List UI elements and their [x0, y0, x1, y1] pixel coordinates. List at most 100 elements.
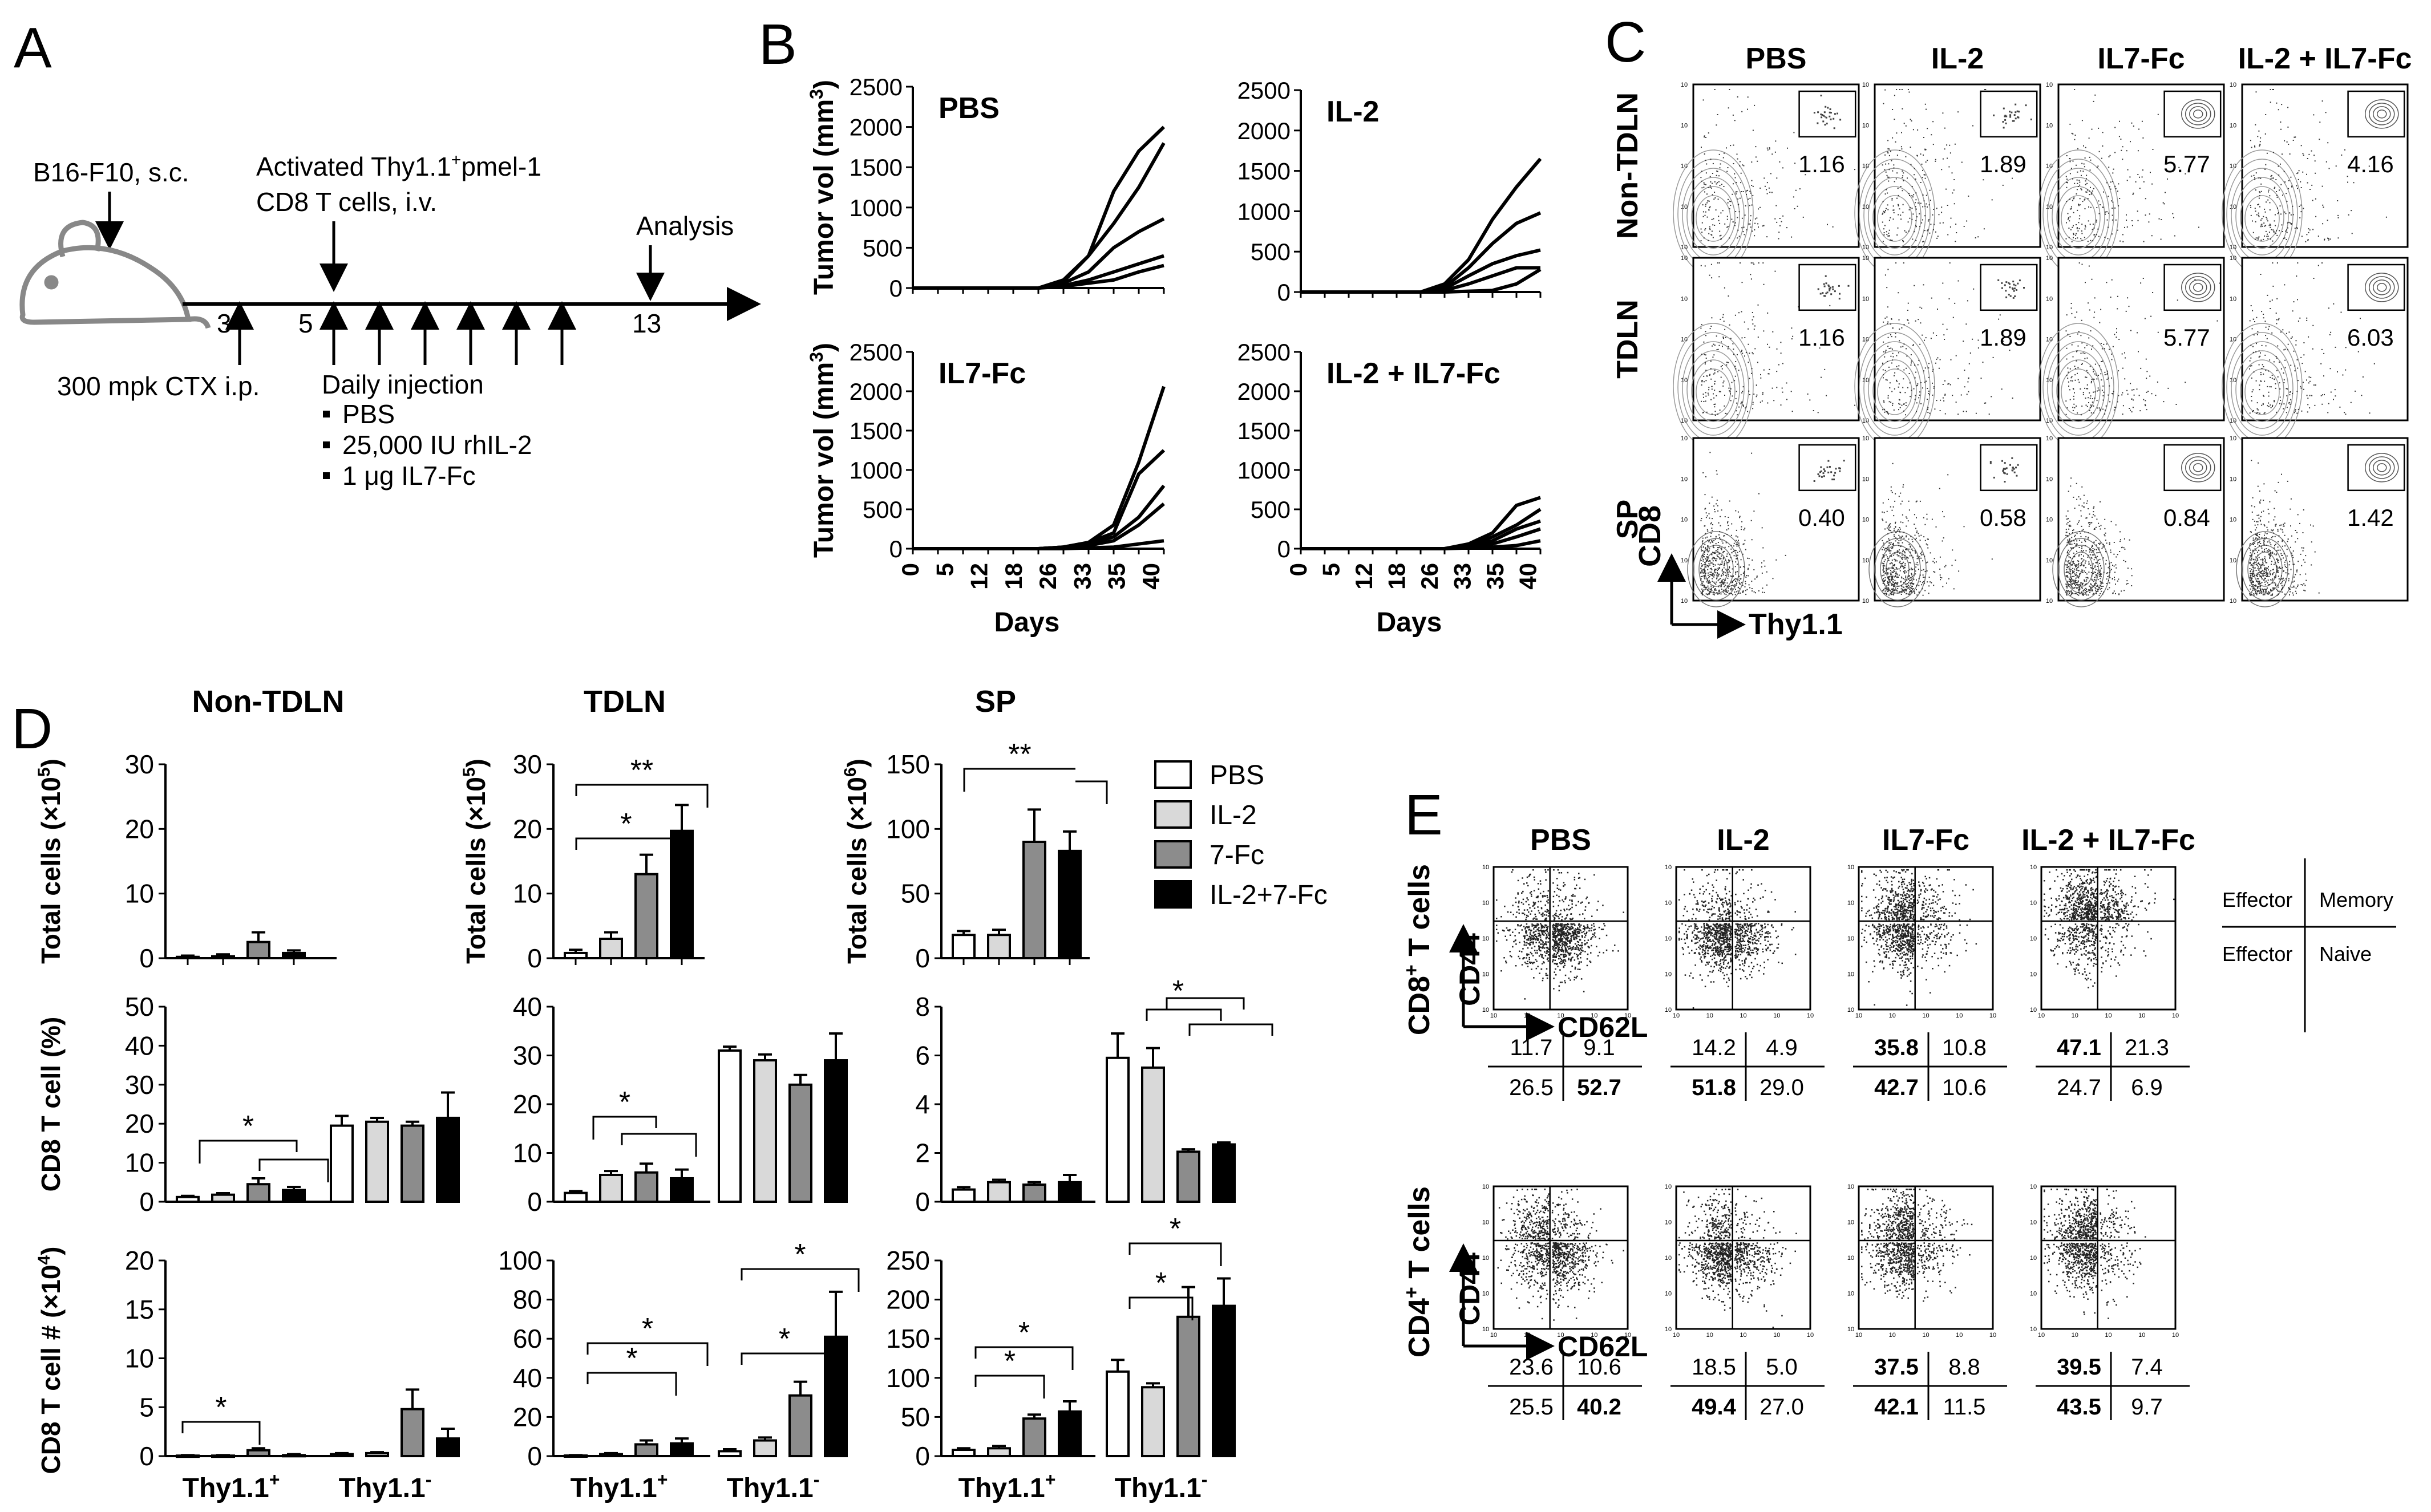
- y-tick-label: 2: [915, 1138, 930, 1168]
- panel-a: A B16-F10, s.c. Activated Thy1.1+pmel-1 …: [14, 16, 761, 491]
- contour: [1687, 531, 1745, 607]
- scatter-tick: 10: [2030, 900, 2037, 907]
- gate: [2347, 264, 2405, 311]
- y-tick-label: 0: [1277, 279, 1291, 306]
- bar-7-Fc: [634, 1443, 658, 1457]
- scatter-tick: 10: [1956, 1012, 1963, 1019]
- gated-contour: [2377, 283, 2387, 292]
- significance-mark: *: [1018, 1316, 1030, 1349]
- quadrant-value: 29.0: [1759, 1075, 1804, 1100]
- flow-tick: 10: [1681, 82, 1688, 88]
- tumor-curve: [1301, 508, 1542, 550]
- scatter-tick: 10: [2030, 935, 2037, 942]
- y-tick-label: 2500: [850, 74, 903, 100]
- bar-IL-2: [211, 1193, 235, 1203]
- quadrant-value: 11.7: [1510, 1035, 1553, 1060]
- significance-mark: *: [1004, 1345, 1016, 1378]
- flow-tick: 10: [1681, 557, 1688, 564]
- column-title: Non-TDLN: [192, 684, 345, 719]
- scatter-tick: 10: [1490, 1332, 1497, 1339]
- y-tick-label: 30: [513, 749, 542, 779]
- scatter-tick: 10: [2030, 1291, 2037, 1298]
- significance-bracket: [575, 837, 677, 861]
- significance-bracket: [741, 1352, 828, 1376]
- scatter-tick: 10: [1847, 971, 1854, 978]
- scatter-tick: 10: [1922, 1012, 1929, 1019]
- gate-percentage: 1.89: [1980, 324, 2026, 351]
- bar-IL-2+7-Fc: [670, 829, 694, 959]
- bar-IL-2: [211, 955, 235, 959]
- panel-b-letter: B: [759, 13, 797, 76]
- legend-swatch: [1154, 800, 1192, 829]
- contour: [2058, 538, 2105, 601]
- contour: [1877, 195, 1912, 242]
- scatter-tick: 10: [1557, 1012, 1564, 1019]
- gated-contour: [2365, 273, 2399, 302]
- quadrant-value: 18.5: [1692, 1355, 1736, 1380]
- gated-contour: [2369, 276, 2395, 299]
- bar-IL-2: [599, 938, 623, 959]
- panel-e: E PBS IL-2 IL7-Fc IL-2 + IL7-Fc CD8+ T cells…: [1401, 783, 2396, 1420]
- flow-frame: [1692, 83, 1860, 248]
- y-axis-label: CD8 T cell (%): [36, 1017, 66, 1192]
- gated-contour: [2373, 460, 2391, 476]
- y-tick-label: 2500: [850, 339, 903, 366]
- y-tick-label: 40: [125, 1031, 154, 1060]
- scatter-tick: 10: [1624, 1332, 1631, 1339]
- bar-7-Fc: [1022, 841, 1046, 959]
- flow-tick: 10: [1862, 255, 1869, 262]
- scatter-tick: 10: [2038, 1332, 2045, 1339]
- bar-chart: 0 10 20 30 40 50: [125, 992, 460, 1217]
- scatter-tick: 10: [2105, 1012, 2112, 1019]
- scatter-tick: 10: [1482, 1007, 1489, 1014]
- quadrant-value: 4.9: [1766, 1035, 1798, 1060]
- gated-contour: [2181, 99, 2215, 129]
- contour: [1877, 368, 1912, 415]
- flow-tick: 10: [2230, 476, 2236, 483]
- significance-mark: *: [619, 1086, 630, 1119]
- gated-events: [1993, 103, 2032, 129]
- legend-swatch: [1154, 840, 1192, 869]
- flow-tick: 10: [2046, 255, 2053, 262]
- flow-tick: 10: [1862, 163, 1869, 170]
- significance-bracket: [586, 1342, 709, 1366]
- scatter-tick: 10: [2172, 1332, 2179, 1339]
- flow-frame: [1874, 257, 2041, 421]
- scatter-tick: 10: [2138, 1012, 2145, 1019]
- bar-7-Fc: [634, 1171, 658, 1203]
- flow-plot: 10 10 10 10 10 0.40: [1681, 435, 1860, 607]
- flow-tick: 10: [1862, 204, 1869, 210]
- bar-PBS: [564, 1191, 588, 1203]
- flow-tick: 10: [2230, 598, 2236, 605]
- gate: [2347, 444, 2405, 492]
- scatter-tick: 10: [1665, 971, 1672, 978]
- y-axis-label: Total cells (×106): [841, 759, 872, 964]
- bullet: [323, 472, 330, 479]
- contour: [2240, 359, 2284, 422]
- quadrant-value: 24.7: [2057, 1075, 2101, 1100]
- significance-bracket: [963, 768, 1075, 792]
- category-label: Thy1.1-: [1115, 1469, 1208, 1503]
- bar-chart: 0 50 100 150: [886, 749, 1090, 973]
- flow-frame: [1874, 437, 2041, 602]
- scatter-tick: 10: [2072, 1332, 2078, 1339]
- scatter-tick: 10: [1847, 1183, 1854, 1190]
- y-tick-label: 0: [915, 943, 930, 973]
- y-tick-label: 0: [915, 1187, 930, 1217]
- panel-c-letter: C: [1605, 10, 1646, 74]
- bar-IL-2+7-Fc: [436, 1437, 460, 1457]
- flow-tick: 10: [1862, 377, 1869, 384]
- column-title: TDLN: [584, 684, 666, 719]
- flow-plot: 10 10 10 10 10 1.42: [2230, 435, 2409, 607]
- flow-tick: 10: [1681, 295, 1688, 302]
- y-tick-label: 0: [139, 943, 154, 973]
- flow-tick: 10: [2046, 163, 2053, 170]
- contour: [2052, 177, 2105, 256]
- flow-tick: 10: [2046, 377, 2053, 384]
- gated-contour: [2369, 456, 2395, 479]
- contour: [2240, 186, 2284, 249]
- bullet: [323, 411, 330, 417]
- bar-7-Fc: [401, 1124, 424, 1203]
